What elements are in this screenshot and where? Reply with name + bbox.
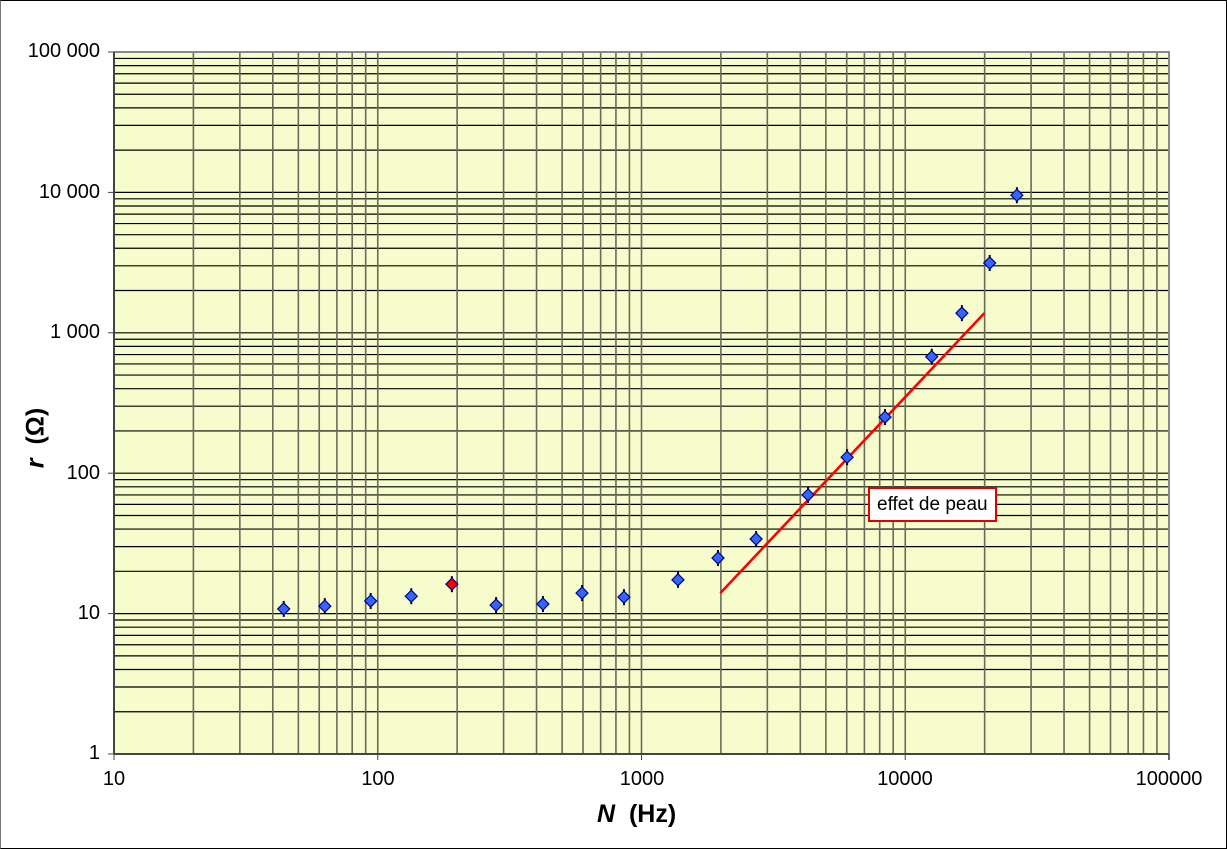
x-tick-label: 100 — [361, 768, 395, 790]
diamond-marker-icon — [489, 598, 503, 612]
diamond-marker-icon — [749, 532, 763, 546]
y-tick-label: 100 — [66, 462, 100, 484]
skin-effect-annotation: effet de peau — [868, 487, 997, 522]
y-axis-unit: (Ω) — [21, 407, 50, 445]
y-axis-variable: r — [21, 458, 50, 469]
diamond-marker-icon — [840, 450, 854, 465]
y-tick-label: 1 — [88, 742, 100, 764]
x-axis-unit: (Hz) — [628, 800, 677, 828]
diamond-marker-icon — [276, 602, 291, 616]
x-axis-variable: N — [597, 800, 616, 828]
y-tick-label: 100 000 — [27, 40, 100, 62]
diamond-marker-icon — [711, 551, 725, 565]
diamond-marker-icon — [445, 577, 459, 592]
diamond-marker-icon — [404, 589, 419, 604]
y-tick-label: 10 000 — [38, 181, 100, 203]
y-axis-label: r (Ω) — [22, 408, 51, 468]
x-axis-label: N (Hz) — [597, 800, 676, 829]
diamond-marker-icon — [955, 306, 969, 321]
diamond-marker-icon — [1010, 188, 1024, 203]
diamond-marker-icon — [982, 256, 997, 270]
x-tick-label: 10000 — [877, 768, 933, 790]
diamond-marker-icon — [536, 597, 550, 611]
diamond-marker-icon — [801, 488, 815, 502]
x-tick-label: 100000 — [1135, 768, 1203, 790]
skin-effect-fit-line — [719, 312, 986, 594]
diamond-marker-icon — [317, 599, 332, 613]
y-tick-label: 1 000 — [49, 321, 100, 343]
x-tick-label: 10 — [102, 768, 126, 790]
y-tick-label: 10 — [77, 602, 100, 624]
diamond-marker-icon — [363, 594, 378, 608]
diamond-marker-icon — [617, 590, 631, 604]
diamond-marker-icon — [575, 586, 589, 600]
diamond-marker-icon — [924, 349, 939, 364]
diamond-marker-icon — [671, 572, 685, 587]
x-tick-label: 1000 — [619, 768, 665, 790]
diamond-marker-icon — [878, 410, 892, 424]
